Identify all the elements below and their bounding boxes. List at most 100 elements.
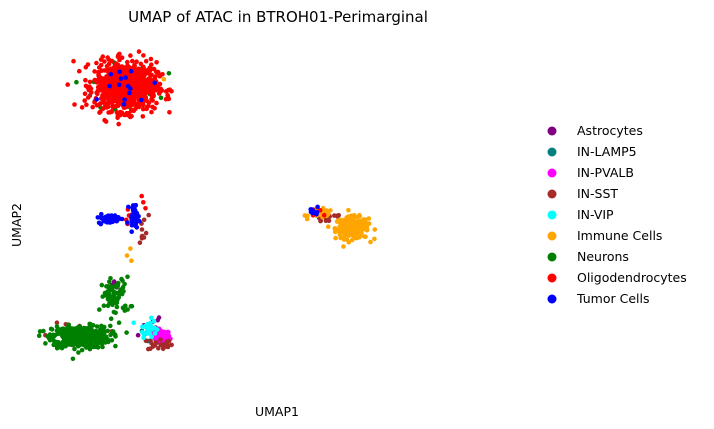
data-point [55, 331, 61, 337]
legend-label: Immune Cells [577, 228, 662, 243]
data-point [140, 79, 146, 84]
x-axis-label: UMAP1 [255, 404, 299, 419]
data-point [96, 77, 101, 82]
data-point [120, 305, 126, 311]
data-point [117, 69, 123, 75]
legend-marker [547, 294, 557, 304]
data-point [155, 317, 160, 323]
data-point [102, 96, 107, 102]
data-point [112, 289, 117, 295]
data-point [338, 217, 344, 223]
data-point [333, 235, 338, 241]
data-point [51, 342, 56, 348]
scatter-points [36, 49, 378, 362]
data-point [105, 328, 111, 334]
data-point [132, 63, 137, 69]
data-point [135, 332, 141, 338]
data-point [54, 320, 60, 326]
data-point [139, 68, 145, 74]
data-point [85, 333, 90, 339]
data-point [357, 234, 362, 240]
data-point [74, 79, 79, 85]
data-point [109, 88, 115, 93]
data-point [75, 338, 81, 344]
data-point [346, 207, 351, 213]
data-point [82, 343, 87, 348]
data-point [58, 344, 63, 350]
legend-marker [547, 210, 557, 220]
data-point [167, 110, 172, 115]
data-point [101, 303, 107, 309]
data-point [115, 91, 121, 97]
data-point [154, 100, 159, 106]
data-point [108, 276, 113, 281]
data-point [315, 204, 320, 210]
legend-label: IN-LAMP5 [577, 144, 637, 159]
data-point [145, 327, 150, 333]
data-point [85, 62, 91, 67]
data-point [143, 58, 149, 64]
data-point [128, 68, 134, 74]
data-point [140, 106, 146, 112]
data-point [154, 327, 160, 332]
data-point [48, 326, 54, 332]
data-point [46, 333, 52, 339]
data-point [129, 222, 135, 228]
data-point [133, 106, 138, 112]
data-point [149, 109, 154, 115]
data-point [91, 329, 96, 334]
data-point [90, 323, 96, 328]
data-point [94, 97, 99, 102]
data-point [104, 63, 110, 69]
data-point [99, 211, 104, 217]
data-point [372, 227, 378, 232]
data-point [105, 55, 110, 60]
data-point [103, 119, 109, 124]
data-point [99, 323, 104, 329]
data-point [141, 217, 147, 223]
data-point [158, 95, 164, 101]
data-point [151, 319, 157, 324]
data-point [125, 274, 130, 280]
legend-marker [547, 168, 557, 178]
data-point [85, 95, 91, 100]
data-point [361, 217, 366, 222]
data-point [92, 69, 97, 74]
data-point [142, 72, 147, 77]
data-point [105, 303, 111, 309]
data-point [156, 346, 161, 351]
data-point [169, 342, 174, 348]
series-oligodendrocytes [65, 49, 327, 227]
data-point [128, 304, 134, 309]
data-point [41, 328, 46, 334]
data-point [318, 218, 323, 224]
data-point [71, 58, 76, 64]
data-point [146, 212, 151, 218]
data-point [163, 89, 169, 94]
data-point [116, 82, 122, 88]
data-point [72, 102, 77, 107]
data-point [95, 215, 101, 220]
data-point [125, 59, 130, 65]
data-point [120, 285, 126, 290]
data-point [143, 230, 149, 236]
legend-marker [547, 231, 557, 241]
data-point [144, 104, 150, 110]
data-point [121, 102, 127, 107]
data-point [133, 80, 139, 86]
data-point [125, 220, 130, 225]
chart-title: UMAP of ATAC in BTROH01-Perimarginal [128, 8, 428, 26]
data-point [146, 100, 152, 106]
data-point [95, 332, 100, 337]
data-point [116, 73, 121, 78]
data-point [161, 76, 167, 82]
data-point [82, 98, 87, 103]
data-point [137, 240, 143, 245]
data-point [325, 224, 331, 229]
data-point [145, 67, 150, 73]
data-point [304, 216, 310, 222]
data-point [143, 206, 148, 211]
data-point [54, 324, 60, 329]
data-point [148, 80, 154, 85]
